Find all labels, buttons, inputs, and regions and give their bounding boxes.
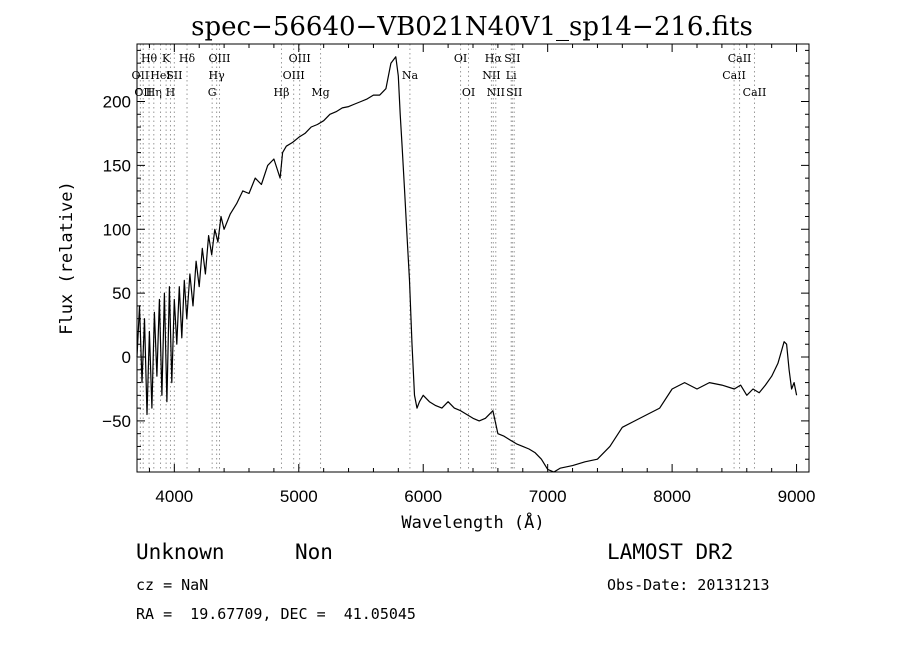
y-tick-label: 50: [112, 284, 131, 303]
spectral-line-label: OIII: [283, 69, 305, 82]
x-tick-label: 8000: [653, 487, 691, 506]
plot-frame: [136, 43, 810, 473]
spectral-line-label: NII: [487, 86, 505, 99]
class-label: Unknown: [136, 540, 225, 564]
spectral-line-label: SII: [504, 52, 520, 65]
spectral-line-label: OII: [134, 86, 152, 99]
spectral-line-label: OIII: [289, 52, 311, 65]
obs-date-label: Obs-Date: 20131213: [607, 576, 770, 594]
spectral-line-label: Hδ: [179, 52, 196, 65]
spectral-line-label: CaII: [743, 86, 767, 99]
ra-dec-label: RA = 19.67709, DEC = 41.05045: [136, 605, 416, 623]
y-tick-label: 150: [103, 156, 131, 175]
y-axis-label: Flux (relative): [57, 181, 77, 335]
spectral-line-label: K: [162, 52, 171, 65]
y-tick-label: −50: [102, 412, 131, 431]
spectral-line-label: Na: [402, 69, 419, 82]
x-tick-label: 5000: [280, 487, 318, 506]
spectral-line-label: OI: [462, 86, 475, 99]
spectral-line-label: SII: [166, 69, 182, 82]
spectral-line-label: Li: [506, 69, 517, 82]
spectral-line-label: CaII: [728, 52, 752, 65]
axis-ticks-layer: 4000 5000 6000 7000 8000 9000 −50 0 50 100 150 200: [102, 44, 815, 506]
x-tick-label: 4000: [155, 487, 193, 506]
subclass-label: Non: [295, 540, 333, 564]
spectral-lines-layer: OIIOIIHθHηHeIKHSIIHδGHγOIIIHβOIIIOIIIMgN…: [132, 44, 767, 472]
y-tick-label: 100: [103, 220, 131, 239]
spectral-line-label: G: [208, 86, 217, 99]
spectral-line-label: Hθ: [141, 52, 158, 65]
cz-label: cz = NaN: [136, 576, 209, 594]
spectral-line-label: OIII: [208, 52, 230, 65]
y-tick-label: 200: [103, 92, 131, 111]
spectral-line-label: Mg: [311, 86, 329, 99]
spectral-line-label: Hη: [146, 86, 162, 99]
x-tick-label: 6000: [404, 487, 442, 506]
spectral-line-label: NII: [482, 69, 500, 82]
survey-label: LAMOST DR2: [607, 540, 734, 564]
y-tick-label: 0: [122, 348, 131, 367]
spectral-line-label: CaII: [722, 69, 746, 82]
flux-series-line: [136, 56, 798, 473]
spectral-line-label: H: [166, 86, 176, 99]
x-tick-label: 7000: [529, 487, 567, 506]
x-axis-label: Wavelength (Å): [401, 511, 544, 533]
spectral-line-label: SII: [506, 86, 522, 99]
spectral-line-label: OI: [454, 52, 467, 65]
chart-title: spec−56640−VB021N40V1_sp14−216.fits: [191, 12, 753, 42]
spectral-line-label: Hβ: [274, 86, 290, 99]
x-tick-label: 9000: [778, 487, 816, 506]
spectral-line-label: Hα: [485, 52, 503, 65]
spectral-line-label: Hγ: [209, 69, 226, 82]
